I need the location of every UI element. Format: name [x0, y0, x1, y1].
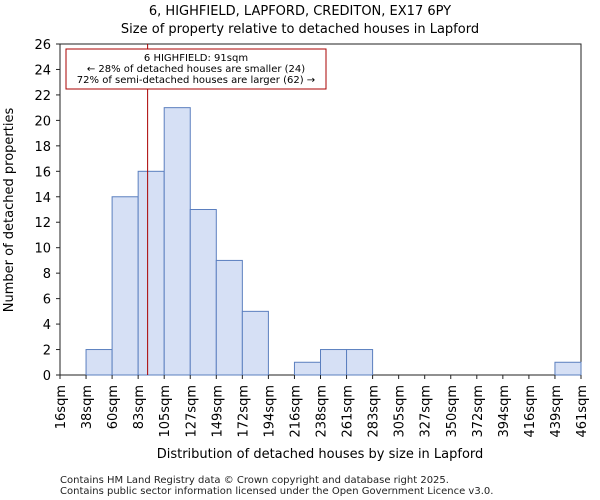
y-tick-label: 20: [34, 114, 51, 129]
x-tick-label: 38sqm: [80, 385, 95, 429]
footer-line-1: Contains HM Land Registry data © Crown c…: [60, 475, 449, 486]
y-tick-label: 18: [34, 140, 51, 155]
bar-149sqm: [215, 259, 243, 376]
x-tick-label: 439sqm: [549, 385, 564, 438]
x-tick-label: 372sqm: [471, 385, 486, 438]
x-tick-label: 283sqm: [367, 385, 382, 438]
x-tick-label: 216sqm: [288, 385, 303, 438]
x-tick-label: 194sqm: [262, 385, 277, 438]
y-tick-label: 2: [43, 344, 51, 359]
bar-60sqm: [111, 196, 139, 376]
annotation-frame: [65, 48, 327, 90]
x-tick-label: 105sqm: [158, 385, 173, 438]
x-tick-label: 83sqm: [132, 385, 147, 429]
annotation-larger: 72% of semi-detached houses are larger (…: [77, 75, 315, 86]
annotation-smaller: ← 28% of detached houses are smaller (24…: [87, 64, 305, 75]
x-axis-label: Distribution of detached houses by size …: [157, 447, 484, 462]
x-tick-label: 327sqm: [419, 385, 434, 438]
bar-261sqm: [346, 349, 374, 376]
y-tick-label: 4: [43, 318, 51, 333]
x-tick-label: 350sqm: [445, 385, 460, 438]
bar-83sqm: [137, 170, 165, 376]
y-tick-label: 8: [43, 267, 51, 282]
footer-line-2: Contains public sector information licen…: [60, 486, 493, 497]
x-tick-label: 394sqm: [497, 385, 512, 438]
bar-38sqm: [85, 349, 113, 376]
bar-172sqm: [241, 310, 269, 376]
x-tick-label: 60sqm: [106, 385, 121, 429]
y-axis-label: Number of detached properties: [2, 108, 17, 313]
chart-subtitle: Size of property relative to detached ho…: [121, 22, 479, 37]
x-tick-label: 305sqm: [393, 385, 408, 438]
y-tick-label: 26: [34, 38, 51, 53]
bar-127sqm: [189, 209, 217, 376]
x-tick-label: 149sqm: [210, 385, 225, 438]
y-tick-label: 10: [34, 242, 51, 257]
bar-216sqm: [293, 361, 322, 376]
y-tick-label: 14: [34, 191, 51, 206]
x-tick-label: 461sqm: [575, 385, 590, 438]
annotation-box: 6 HIGHFIELD: 91sqm ← 28% of detached hou…: [65, 48, 327, 90]
x-tick-label: 238sqm: [315, 385, 330, 438]
y-tick-label: 22: [34, 89, 51, 104]
x-tick-label: 127sqm: [184, 385, 199, 438]
x-tick-label: 172sqm: [236, 385, 251, 438]
y-tick-label: 24: [34, 63, 51, 78]
y-tick-label: 0: [43, 369, 51, 384]
bar-439sqm: [554, 361, 582, 376]
y-tick-label: 6: [43, 293, 51, 308]
x-tick-label: 416sqm: [523, 385, 538, 438]
y-tick-label: 16: [34, 165, 51, 180]
y-tick-label: 12: [34, 216, 51, 231]
bar-238sqm: [320, 349, 348, 376]
bar-105sqm: [163, 107, 191, 376]
chart-title: 6, HIGHFIELD, LAPFORD, CREDITON, EX17 6P…: [149, 4, 451, 19]
x-tick-label: 261sqm: [341, 385, 356, 438]
x-tick-label: 16sqm: [54, 385, 69, 429]
annotation-title: 6 HIGHFIELD: 91sqm: [144, 53, 248, 64]
